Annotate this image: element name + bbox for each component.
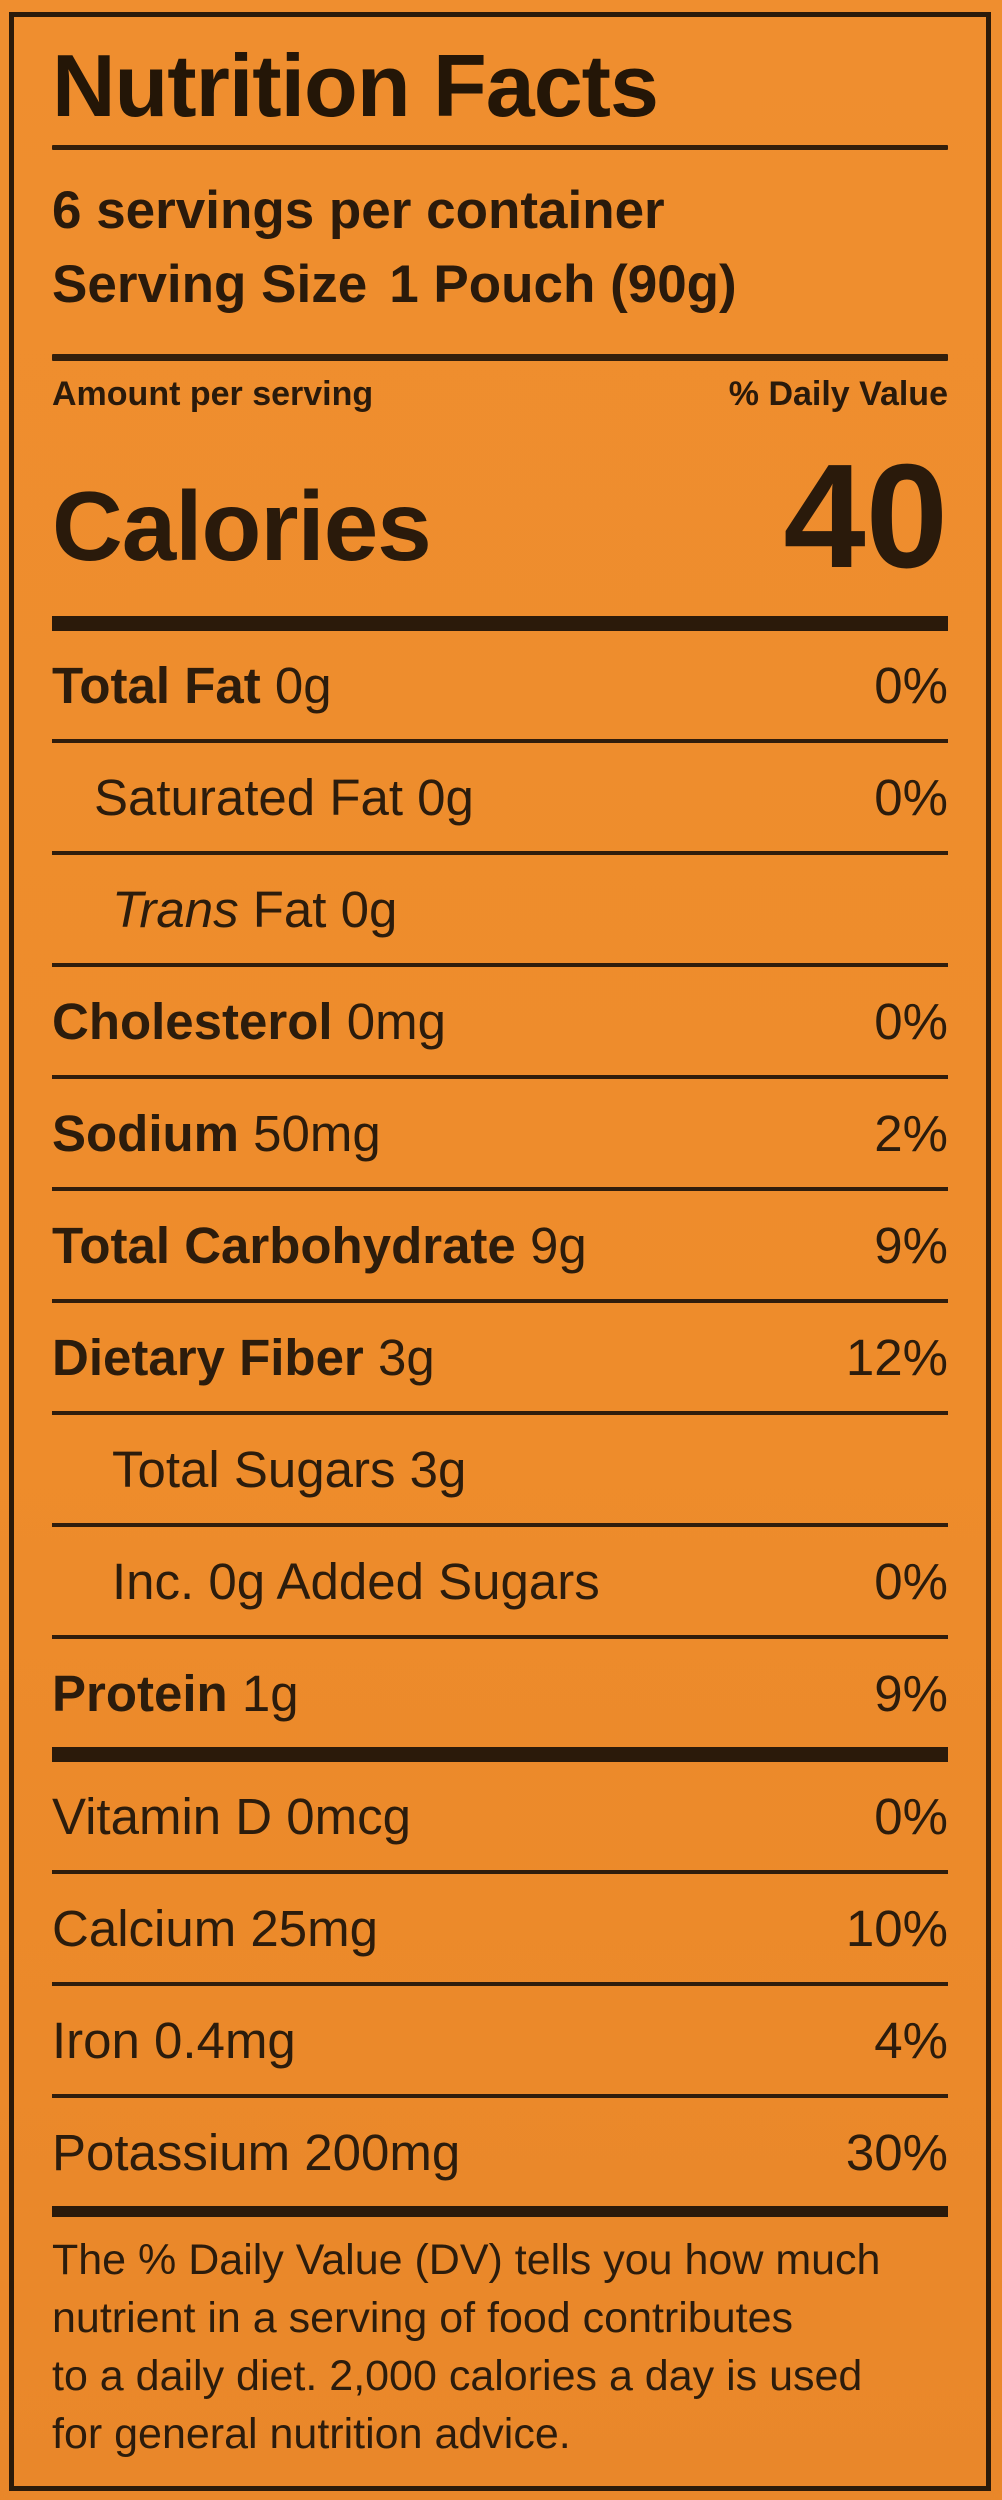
nutrient-dv: 9% [874,1664,948,1722]
serving-info: 6 servings per container Serving Size 1 P… [52,174,948,322]
daily-value-header: % Daily Value [728,375,948,413]
separator [52,1299,948,1303]
calories-row: Calories 40 [52,414,948,612]
title-separator [52,145,948,150]
thick-separator [52,2206,948,2217]
nutrient-name: Vitamin D 0mcg [52,1787,412,1845]
nutrient-row-protein: Protein 1g 9% [52,1639,948,1747]
separator [52,2094,948,2098]
separator [52,739,948,743]
nutrient-dv: 0% [874,1787,948,1845]
nutrient-name: Total Sugars 3g [112,1440,467,1498]
thick-separator [52,1747,948,1762]
footnote-line: for general nutrition advice. [52,2410,571,2458]
nutrient-dv: 12% [845,1328,948,1386]
nutrition-facts-panel: Nutrition Facts 6 servings per container… [9,12,991,2491]
nutrient-name: Saturated Fat 0g [94,768,474,826]
serving-separator [52,354,948,361]
nutrient-dv: 0% [874,992,948,1050]
nutrient-dv: 9% [874,1216,948,1274]
nutrient-row-total-sugars: Total Sugars 3g [52,1415,948,1523]
serving-size-value: 1 Pouch (90g) [389,255,737,314]
separator [52,851,948,855]
nutrient-name: Potassium 200mg [52,2123,461,2181]
nutrient-row-trans-fat: Trans Fat 0g [52,855,948,963]
label-title: Nutrition Facts [52,36,659,135]
nutrient-name: Dietary Fiber 3g [52,1328,435,1386]
separator [52,1870,948,1874]
nutrient-dv: 0% [874,768,948,826]
servings-per-container: 6 servings per container [52,181,665,240]
separator [52,1187,948,1191]
nutrient-row-sodium: Sodium 50mg 2% [52,1079,948,1187]
separator [52,1635,948,1639]
separator [52,1982,948,1986]
nutrient-row-saturated-fat: Saturated Fat 0g 0% [52,743,948,851]
separator [52,1411,948,1415]
serving-size-label: Serving Size [52,255,368,314]
nutrient-name: Trans Fat 0g [112,880,398,938]
nutrient-name: Total Carbohydrate 9g [52,1216,587,1274]
serving-size: Serving Size 1 Pouch (90g) [52,248,948,322]
daily-value-footnote: The % Daily Value (DV) tells you how muc… [52,2231,948,2463]
nutrient-row-total-fat: Total Fat 0g 0% [52,631,948,739]
nutrient-name: Protein 1g [52,1664,299,1722]
amount-per-serving-label: Amount per serving [52,375,374,413]
nutrient-row-potassium: Potassium 200mg 30% [52,2098,948,2206]
nutrient-row-cholesterol: Cholesterol 0mg 0% [52,967,948,1075]
nutrient-name: Inc. 0g Added Sugars [112,1552,600,1610]
nutrient-row-total-carbohydrate: Total Carbohydrate 9g 9% [52,1191,948,1299]
separator [52,1075,948,1079]
footnote-line: nutrient in a serving of food contribute… [52,2294,793,2342]
calories-value: 40 [783,434,948,599]
nutrient-name: Iron 0.4mg [52,2011,296,2069]
nutrient-name: Sodium 50mg [52,1104,381,1162]
calories-label: Calories [52,470,432,581]
nutrient-name: Calcium 25mg [52,1899,378,1957]
nutrient-dv: 0% [874,656,948,714]
nutrient-row-iron: Iron 0.4mg 4% [52,1986,948,2094]
footnote-line: to a daily diet. 2,000 calories a day is… [52,2352,863,2400]
footnote-line: The % Daily Value (DV) tells you how muc… [52,2236,881,2284]
nutrient-name: Total Fat 0g [52,656,332,714]
nutrient-row-dietary-fiber: Dietary Fiber 3g 12% [52,1303,948,1411]
nutrient-name: Cholesterol 0mg [52,992,446,1050]
separator [52,1523,948,1527]
nutrient-row-calcium: Calcium 25mg 10% [52,1874,948,1982]
nutrient-row-vitamin-d: Vitamin D 0mcg 0% [52,1762,948,1870]
nutrient-dv: 0% [874,1552,948,1610]
column-headers: Amount per serving % Daily Value [52,375,948,414]
nutrient-dv: 4% [874,2011,948,2069]
nutrient-dv: 10% [845,1899,948,1957]
thick-separator [52,616,948,631]
nutrient-dv: 2% [874,1104,948,1162]
separator [52,963,948,967]
nutrient-dv: 30% [845,2123,948,2181]
nutrient-row-added-sugars: Inc. 0g Added Sugars 0% [52,1527,948,1635]
